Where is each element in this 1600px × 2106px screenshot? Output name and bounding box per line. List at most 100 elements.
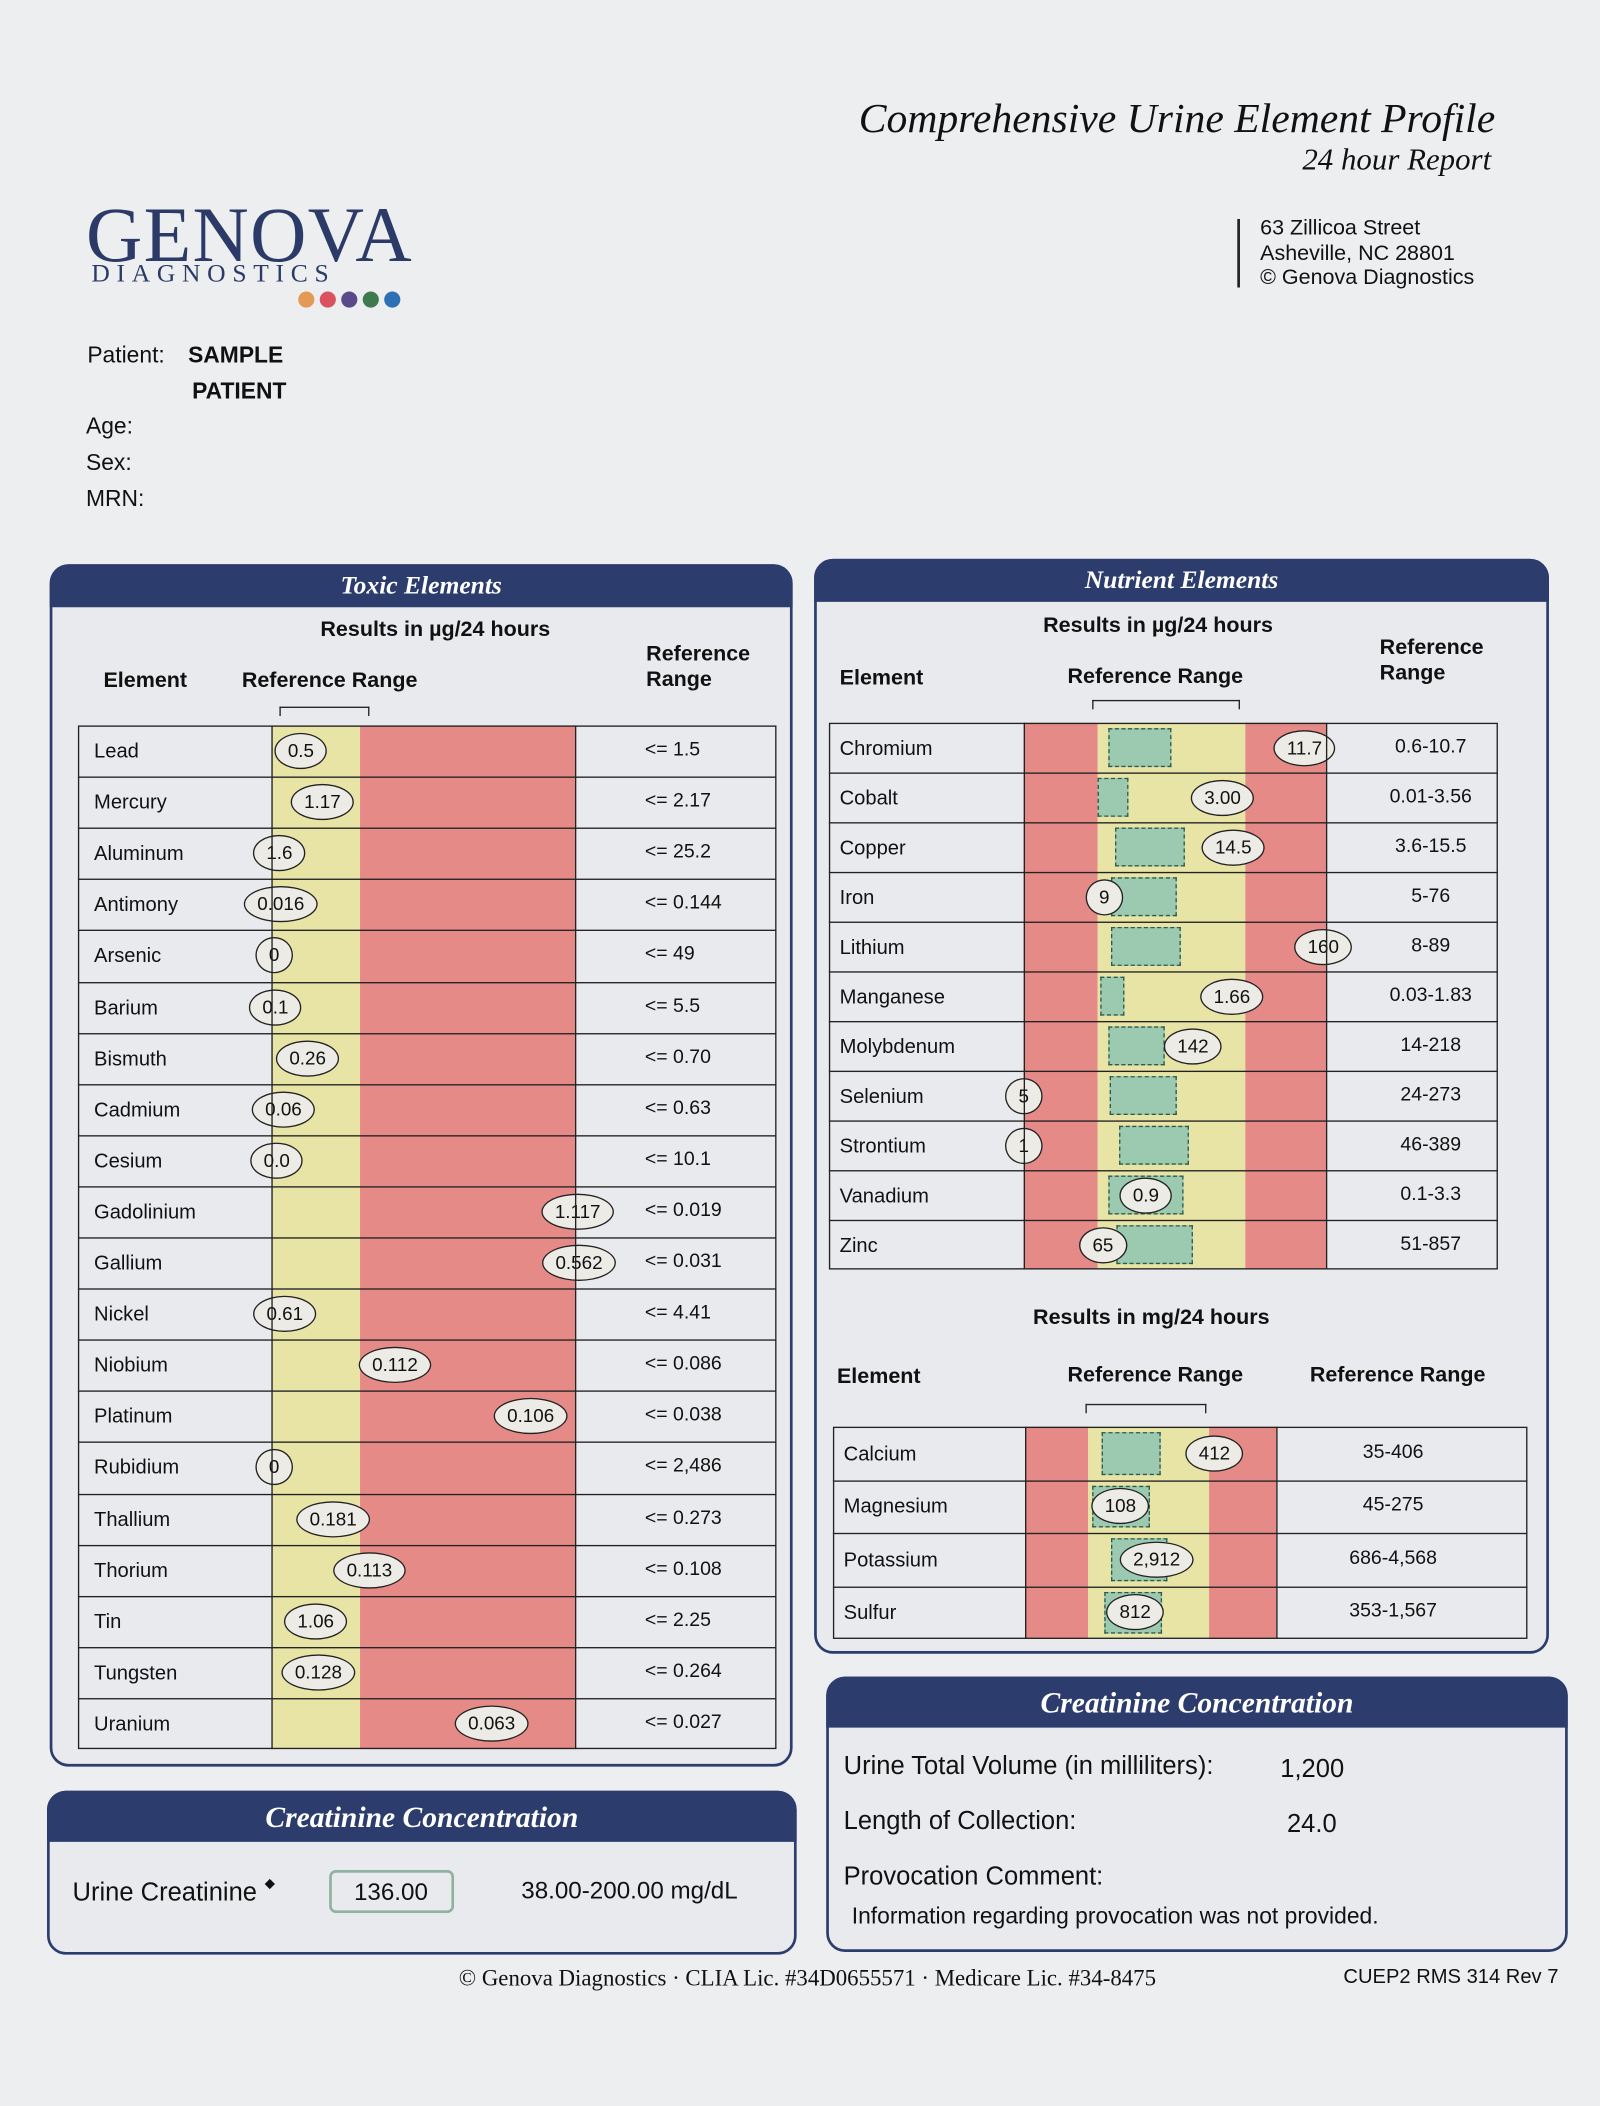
element-name: Vanadium	[839, 1184, 929, 1208]
reference-range: <= 0.108	[644, 1558, 722, 1580]
reference-range: <= 4.41	[644, 1302, 711, 1324]
element-name: Calcium	[843, 1442, 917, 1466]
element-name: Molybdenum	[839, 1035, 956, 1058]
element-name: Niobium	[94, 1354, 168, 1378]
address-line: Asheville, NC 28801	[1260, 241, 1455, 265]
column-line	[271, 725, 273, 1750]
units-heading: Results in µg/24 hours	[1043, 614, 1273, 638]
row-line	[77, 1288, 777, 1290]
result-marker: 160	[1294, 928, 1353, 965]
reference-range: 45-275	[1362, 1494, 1424, 1517]
column-header: Reference Range	[1067, 1364, 1244, 1387]
reference-range: <= 1.5	[644, 739, 701, 761]
units-heading: Results in mg/24 hours	[1033, 1306, 1270, 1330]
row-line	[77, 776, 777, 778]
result-marker: 0	[255, 937, 293, 974]
result-marker: 1.117	[541, 1193, 614, 1230]
reference-range: <= 0.019	[644, 1199, 722, 1222]
logo-dot	[384, 291, 401, 308]
element-name: Bismuth	[94, 1047, 167, 1071]
value-box	[329, 1870, 455, 1914]
row-line	[828, 1120, 1498, 1122]
result-marker: 0.9	[1119, 1176, 1173, 1214]
result-marker: 1.66	[1200, 978, 1264, 1015]
row-line	[77, 1083, 777, 1086]
optimal-zone	[1111, 926, 1181, 966]
column-header: Reference Range	[1309, 1364, 1486, 1387]
range-bracket	[279, 706, 370, 717]
panel-header	[826, 1676, 1568, 1728]
result-marker: 0.5	[274, 732, 328, 770]
result-marker: 812	[1106, 1594, 1165, 1631]
reference-range: <= 0.144	[644, 892, 722, 915]
panel-title: Creatinine Concentration	[265, 1799, 579, 1834]
table-frame	[828, 722, 1498, 1270]
table-frame	[832, 1426, 1528, 1639]
column-header: Reference Range	[1379, 636, 1484, 686]
footer-text: © Genova Diagnostics · CLIA Lic. #34D065…	[458, 1965, 1157, 1991]
row-line	[828, 1070, 1498, 1073]
logo-name: GENOVA	[85, 191, 413, 279]
form-code: CUEP2 RMS 314 Rev 7	[1343, 1965, 1559, 1989]
column-line	[1325, 722, 1328, 1270]
optimal-zone	[1100, 976, 1125, 1016]
panel-title: Toxic Elements	[340, 571, 502, 600]
reference-range: 0.6-10.7	[1394, 735, 1467, 758]
reference-range: 14-218	[1400, 1034, 1462, 1056]
report-subtitle: 24 hour Report	[1302, 142, 1492, 177]
reference-range: <= 5.5	[644, 995, 701, 1017]
column-line	[574, 725, 577, 1750]
reference-range: 35-406	[1362, 1441, 1424, 1464]
result-marker: 14.5	[1201, 828, 1265, 866]
element-name: Antimony	[94, 893, 179, 917]
element-name: Zinc	[839, 1233, 878, 1257]
result-marker: 1.17	[290, 784, 355, 821]
element-name: Uranium	[94, 1712, 171, 1736]
reference-range: <= 0.038	[644, 1404, 722, 1427]
column-header: Reference Range	[241, 669, 418, 693]
collection-label: Urine Total Volume (in milliliters):	[843, 1752, 1214, 1781]
column-header: Element	[836, 1365, 921, 1389]
reference-range: 0.01-3.56	[1389, 785, 1472, 808]
row-line	[77, 1646, 777, 1649]
logo-dot	[341, 291, 358, 308]
patient-name: PATIENT	[192, 378, 287, 405]
result-marker: 0.106	[493, 1398, 568, 1435]
row-line	[828, 1219, 1498, 1222]
optimal-zone	[1108, 728, 1172, 768]
reference-range: <= 0.027	[644, 1711, 722, 1734]
row-line	[77, 1134, 777, 1137]
optimal-zone	[1119, 1125, 1189, 1165]
reference-range: <= 49	[644, 944, 695, 966]
reference-range: 46-389	[1400, 1133, 1462, 1156]
row-line	[77, 1544, 777, 1546]
result-marker: 0.1	[248, 988, 302, 1026]
result-marker: 142	[1163, 1027, 1223, 1064]
result-marker: 11.7	[1273, 729, 1336, 766]
element-name: Thallium	[94, 1508, 171, 1531]
creatinine-mark: ◆	[264, 1876, 276, 1892]
report-title: Comprehensive Urine Element Profile	[858, 94, 1496, 142]
reference-range: <= 2.25	[644, 1609, 711, 1631]
logo-dot	[319, 291, 336, 308]
result-marker: 0.016	[243, 886, 318, 923]
result-marker: 1.6	[252, 835, 306, 872]
column-line	[1025, 1426, 1027, 1639]
column-header: Reference Range	[1067, 665, 1244, 689]
row-line	[77, 1595, 777, 1597]
reference-range: <= 0.273	[644, 1507, 722, 1529]
patient-name: SAMPLE	[188, 342, 284, 368]
row-line	[832, 1585, 1528, 1588]
element-name: Lithium	[839, 935, 905, 959]
column-header: Element	[103, 669, 188, 693]
element-name: Sulfur	[843, 1601, 897, 1625]
result-marker: 412	[1185, 1435, 1244, 1472]
row-line	[77, 1697, 777, 1700]
column-line	[1023, 722, 1026, 1270]
element-name: Potassium	[843, 1548, 938, 1572]
result-marker: 108	[1091, 1488, 1150, 1525]
result-marker: 0	[255, 1449, 293, 1486]
optimal-zone	[1108, 1026, 1165, 1066]
result-marker: 0.113	[333, 1551, 406, 1589]
